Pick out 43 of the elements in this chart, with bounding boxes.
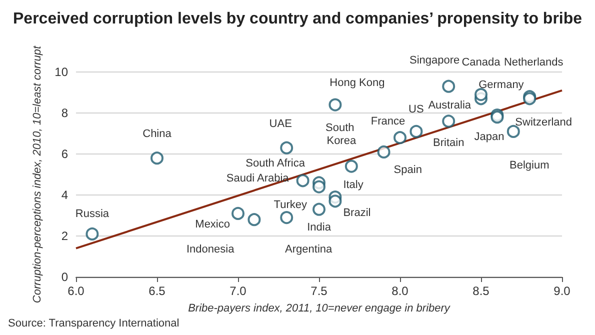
x-tick-label: 6.0 xyxy=(68,284,85,298)
annotation: Russia xyxy=(75,208,110,220)
annotation: Spain xyxy=(394,164,422,176)
annotation: India xyxy=(307,221,332,234)
y-tick-label: 4 xyxy=(61,188,68,202)
annotation: Saudi Arabia xyxy=(226,172,290,185)
x-tick-label: 8.0 xyxy=(392,284,409,298)
annotation: Italy xyxy=(343,179,364,192)
chart-title: Perceived corruption levels by country and companies’ propensity to bribe xyxy=(13,10,582,28)
annotation: South Africa xyxy=(246,158,306,170)
annotation: Turkey xyxy=(274,198,308,211)
annotation: Netherlands xyxy=(504,56,564,69)
annotation: US xyxy=(408,103,424,116)
annotation: South Korea xyxy=(325,122,358,147)
annotation: Indonesia xyxy=(186,244,236,256)
annotation: Canada xyxy=(462,56,502,69)
annotation: Australia xyxy=(428,100,472,112)
y-tick-label: 6 xyxy=(61,147,68,161)
annotation: Belgium xyxy=(510,159,550,172)
annotation: Singapore xyxy=(410,54,460,66)
annotation: Argentina xyxy=(285,244,334,256)
x-tick-label: 7.5 xyxy=(310,284,328,298)
annotation: China xyxy=(142,128,172,140)
annotation: Japan xyxy=(474,131,504,144)
y-tick-label: 0 xyxy=(61,270,68,284)
annotation: Britain xyxy=(433,137,464,150)
y-tick-label: 2 xyxy=(61,229,68,243)
annotation: Mexico xyxy=(195,218,230,230)
x-axis-title: Bribe-payers index, 2011, 10=never engage in bribery xyxy=(188,302,452,314)
annotation: Hong Kong xyxy=(330,76,385,89)
annotation: Brazil xyxy=(343,207,371,220)
source-note: Source: Transparency International xyxy=(8,318,180,330)
x-tick-label: 6.5 xyxy=(148,284,166,298)
annotation: France xyxy=(370,116,406,128)
x-tick-label: 8.5 xyxy=(472,284,490,298)
y-tick-label: 10 xyxy=(54,65,68,79)
x-tick-label: 9.0 xyxy=(554,284,571,298)
x-tick-label: 7.0 xyxy=(230,284,247,298)
annotation: Germany xyxy=(478,79,524,92)
y-axis-title: Corruption-perceptions index, 2010, 10=least corrupt xyxy=(31,44,44,304)
annotation: Switzerland xyxy=(515,116,572,129)
annotation: UAE xyxy=(269,118,292,130)
y-tick-label: 8 xyxy=(61,106,68,120)
